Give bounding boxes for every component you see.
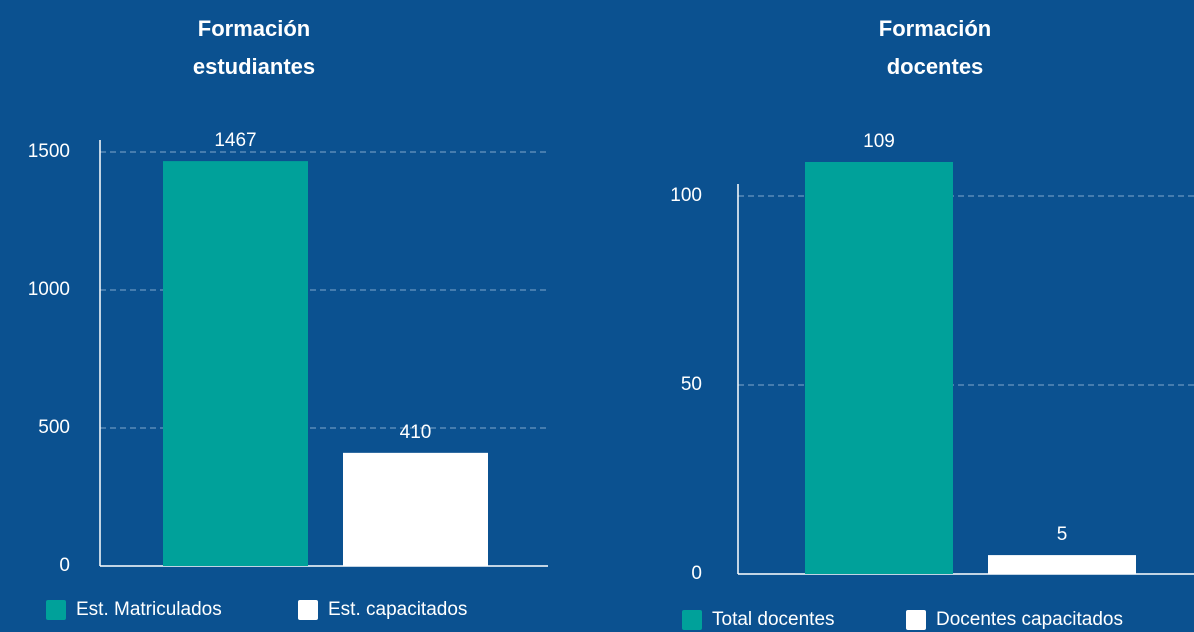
y-tick-label: 1500 <box>28 141 70 162</box>
y-tick-label: 500 <box>38 417 70 438</box>
data-label: 1467 <box>214 130 256 151</box>
y-tick-label: 0 <box>691 563 702 584</box>
legend-swatch <box>906 610 926 630</box>
y-tick-label: 0 <box>59 555 70 576</box>
legend-label: Docentes capacitados <box>936 609 1123 630</box>
data-label: 109 <box>863 131 895 152</box>
bar <box>343 452 488 566</box>
legend-label: Est. capacitados <box>328 599 467 620</box>
bar <box>805 161 953 575</box>
y-tick-label: 100 <box>670 185 702 206</box>
legend-label: Total docentes <box>712 609 835 630</box>
data-label: 410 <box>400 422 432 443</box>
chart-title: Formación docentes <box>878 16 992 79</box>
chart-title: Formación estudiantes <box>192 16 316 79</box>
y-tick-label: 1000 <box>28 279 70 300</box>
legend-label: Est. Matriculados <box>76 599 222 620</box>
bar <box>988 555 1136 574</box>
legend-swatch <box>46 600 66 620</box>
bar <box>163 161 308 566</box>
legend-swatch <box>682 610 702 630</box>
y-tick-label: 50 <box>681 374 702 395</box>
data-label: 5 <box>1057 524 1068 545</box>
legend-swatch <box>298 600 318 620</box>
